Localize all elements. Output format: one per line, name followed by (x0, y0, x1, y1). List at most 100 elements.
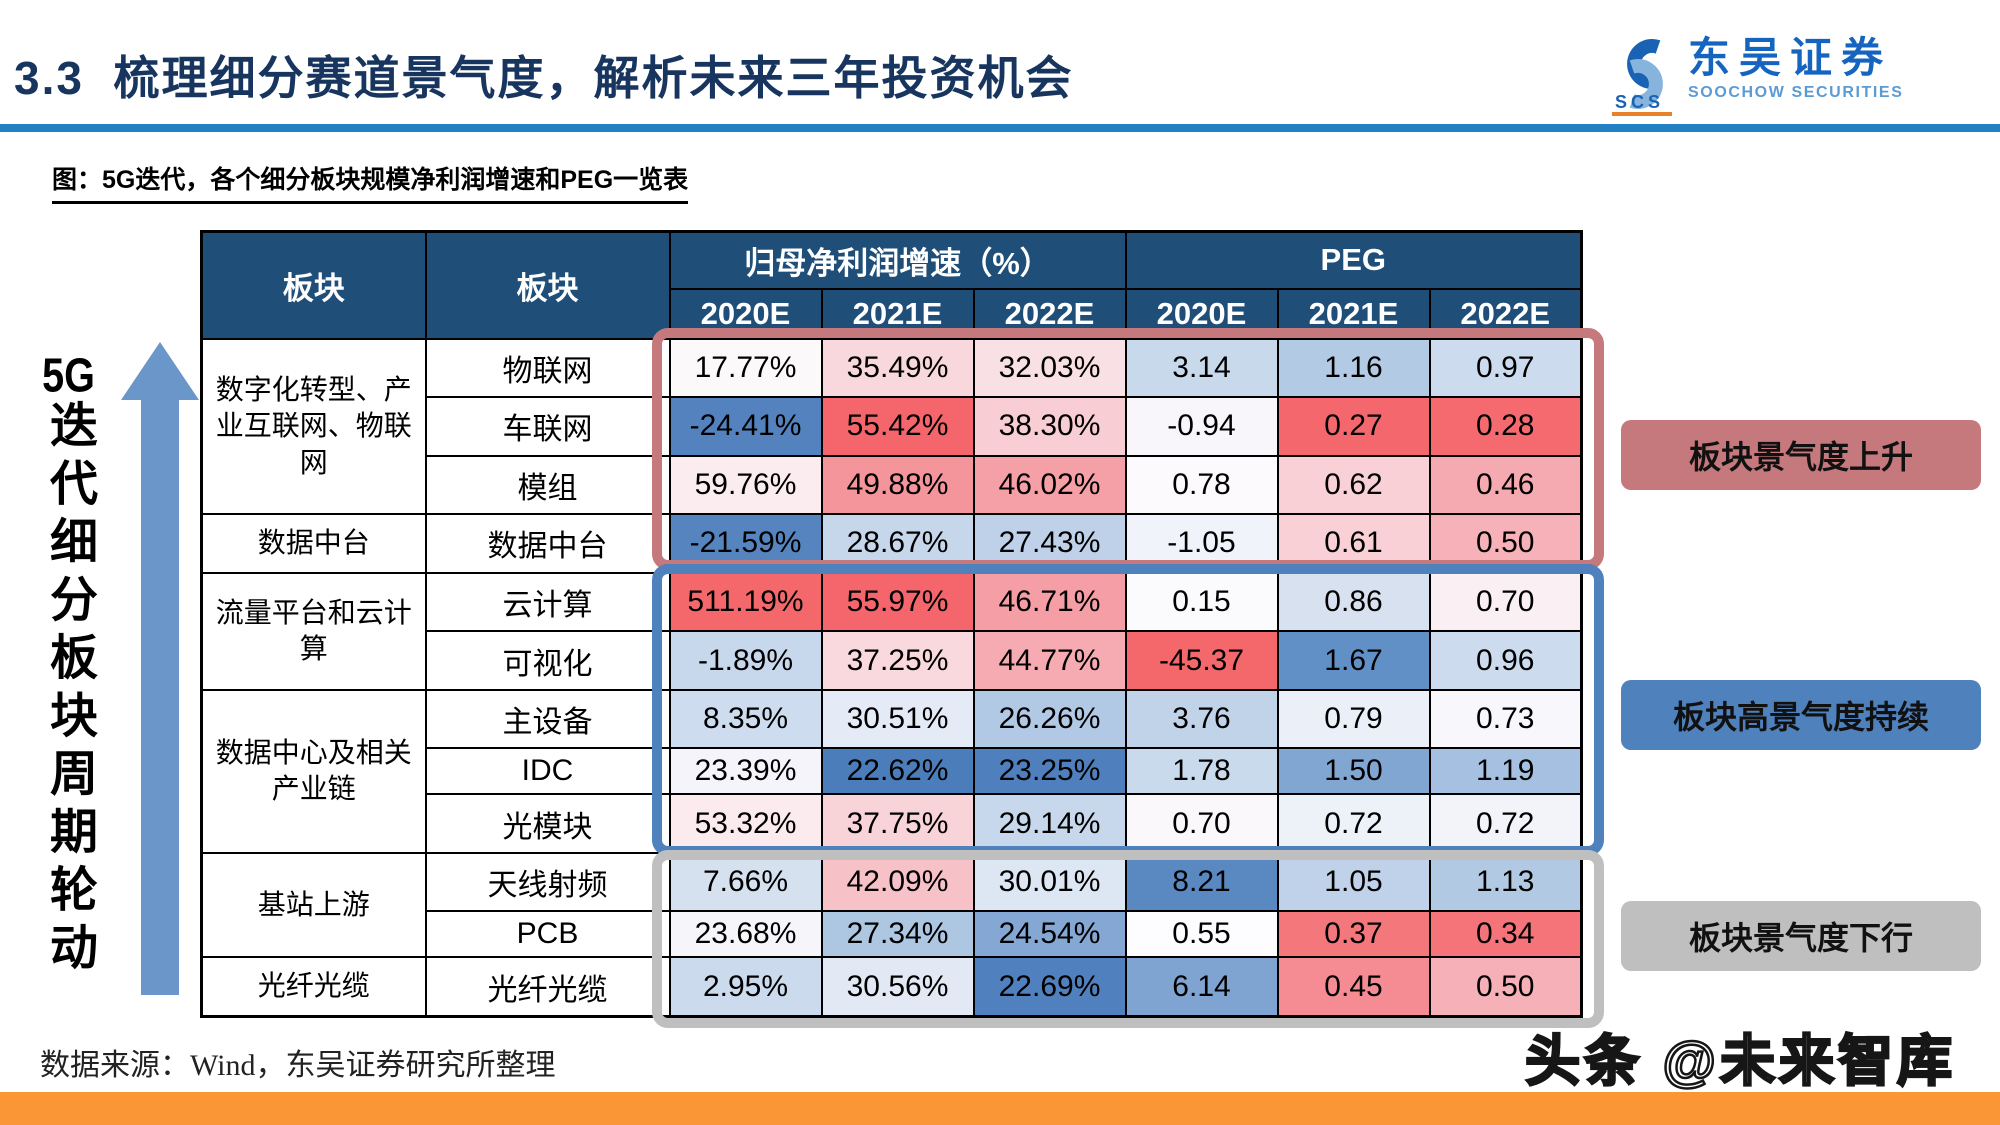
value-cell: 0.79 (1276, 688, 1431, 750)
annotation-text: 板块景气度下行 (1688, 920, 1913, 956)
value-cell: 46.71% (972, 571, 1127, 633)
value-cell: -21.59% (668, 513, 823, 574)
value-cell: 1.78 (1124, 747, 1279, 796)
table-row: 数据中心及相关产业链 主设备 8.35% 30.51% 26.26% 3.76 0.79 0.… (200, 688, 1583, 854)
value-cell: 0.50 (1428, 513, 1583, 574)
segment-cell: IDC (424, 747, 671, 796)
segment-cell: 主设备 (424, 688, 671, 750)
segment-cell: 车联网 (424, 396, 671, 457)
data-source-note: 数据来源：Wind，东吴证券研究所整理 (40, 1049, 556, 1082)
segment-cell: 物联网 (424, 337, 671, 399)
value-cell: 0.73 (1428, 688, 1583, 750)
value-cell: 38.30% (972, 396, 1127, 457)
table-container: 板块 板块 归母净利润增速（%） PEG 2020E 2021E 2022E 2020E 202… (200, 230, 1583, 1018)
value-cell: 17.77% (668, 337, 823, 399)
value-cell: 0.34 (1428, 910, 1583, 959)
value-cell: 30.01% (972, 851, 1127, 913)
value-cell: 27.34% (820, 910, 975, 959)
brand-name-cn: 东吴证券 (1688, 34, 1893, 81)
value-cell: 0.72 (1428, 793, 1583, 854)
value-cell: 1.50 (1276, 747, 1431, 796)
sector-group-cell: 数据中台 (200, 513, 427, 574)
value-cell: 0.28 (1428, 396, 1583, 457)
bottom-bar (0, 1092, 2000, 1125)
table-row: 车联网 -24.41% 55.42% 38.30% -0.94 0.27 0.28 (202, 396, 1583, 457)
vertical-label-text: 迭代细分板块周期轮动 (42, 400, 95, 980)
value-cell: 3.76 (1124, 688, 1279, 750)
value-cell: 0.37 (1276, 910, 1431, 959)
value-cell: 0.61 (1276, 513, 1431, 574)
value-cell: 1.13 (1428, 851, 1583, 913)
value-cell: 28.67% (820, 513, 975, 574)
value-cell: 0.70 (1428, 571, 1583, 633)
annotation-label-sustained: 板块高景气度持续 (1621, 680, 1981, 750)
value-cell: 49.88% (820, 454, 975, 516)
value-cell: 53.32% (668, 793, 823, 854)
value-cell: 42.09% (820, 851, 975, 913)
value-cell: 44.77% (972, 630, 1127, 691)
value-cell: 0.86 (1276, 571, 1431, 633)
year-header: 2022E (1428, 287, 1583, 340)
value-cell: 37.25% (820, 630, 975, 691)
value-cell: 27.43% (972, 513, 1127, 574)
value-cell: 3.14 (1124, 337, 1279, 399)
value-cell: -45.37 (1124, 630, 1279, 691)
table-row: 基站上游 天线射频 7.66% 42.09% 30.01% 8.21 1.05 1.13 (200, 851, 1583, 959)
column-group-header: PEG (1124, 230, 1583, 290)
figure-caption: 图：5G迭代，各个细分板块规模净利润增速和PEG一览表 (52, 160, 689, 204)
up-arrow-shaft (141, 398, 179, 995)
value-cell: 8.21 (1124, 851, 1279, 913)
value-cell: 1.19 (1428, 747, 1583, 796)
value-cell: 29.14% (972, 793, 1127, 854)
value-cell: 30.51% (820, 688, 975, 750)
header-divider (0, 124, 2000, 132)
table-row: 光模块 53.32% 37.75% 29.14% 0.70 0.72 0.72 (202, 793, 1583, 854)
value-cell: 0.72 (1276, 793, 1431, 854)
table-row: 模组 59.76% 49.88% 46.02% 0.78 0.62 0.46 (202, 454, 1583, 516)
logo-icon-text: SCS (1615, 92, 1664, 112)
sector-group-cell: 流量平台和云计算 (200, 571, 427, 691)
value-cell: 22.69% (972, 956, 1127, 1018)
value-cell: 46.02% (972, 454, 1127, 516)
value-cell: 24.54% (972, 910, 1127, 959)
segment-cell: 模组 (424, 454, 671, 516)
segment-cell: 光纤光缆 (424, 956, 671, 1018)
brand-logo: SCS 东吴证券 SOOCHOW SECURITIES (1612, 34, 1903, 121)
value-cell: 0.62 (1276, 454, 1431, 516)
vertical-axis-label: 5G迭代细分板块周期轮动 (42, 352, 95, 980)
value-cell: -1.05 (1124, 513, 1279, 574)
segment-cell: PCB (424, 910, 671, 959)
value-cell: 0.15 (1124, 571, 1279, 633)
table-row: 光纤光缆 光纤光缆 2.95% 30.56% 22.69% 6.14 0.45 0.50 (200, 956, 1583, 1018)
sector-group-cell: 数据中心及相关产业链 (200, 688, 427, 854)
value-cell: 0.96 (1428, 630, 1583, 691)
value-cell: 0.27 (1276, 396, 1431, 457)
sector-group-cell: 光纤光缆 (200, 956, 427, 1018)
segment-cell: 光模块 (424, 793, 671, 854)
page-title: 3.3 梳理细分赛道景气度，解析未来三年投资机会 (14, 52, 1074, 104)
sector-group-cell: 基站上游 (200, 851, 427, 959)
value-cell: 0.46 (1428, 454, 1583, 516)
value-cell: 26.26% (972, 688, 1127, 750)
column-header-sector: 板块 (424, 230, 671, 340)
value-cell: 23.39% (668, 747, 823, 796)
value-cell: 30.56% (820, 956, 975, 1018)
column-group-header: 归母净利润增速（%） (668, 230, 1127, 290)
segment-cell: 数据中台 (424, 513, 671, 574)
value-cell: 37.75% (820, 793, 975, 854)
year-header: 2021E (1276, 287, 1431, 340)
data-table: 板块 板块 归母净利润增速（%） PEG 2020E 2021E 2022E 2020E 202… (200, 230, 1583, 1018)
table-row: 数字化转型、产业互联网、物联网 物联网 17.77% 35.49% 32.03% 3.14… (200, 337, 1583, 516)
value-cell: 32.03% (972, 337, 1127, 399)
value-cell: 6.14 (1124, 956, 1279, 1018)
table-row: 数据中台 数据中台 -21.59% 28.67% 27.43% -1.05 0.61 0.50 (200, 513, 1583, 574)
up-arrow-icon (121, 342, 199, 400)
segment-cell: 云计算 (424, 571, 671, 633)
value-cell: 23.25% (972, 747, 1127, 796)
value-cell: 23.68% (668, 910, 823, 959)
soochow-logo-icon: SCS (1612, 36, 1678, 121)
watermark: 头条 @未来智库 (1524, 1029, 1956, 1094)
value-cell: 0.55 (1124, 910, 1279, 959)
value-cell: -24.41% (668, 396, 823, 457)
